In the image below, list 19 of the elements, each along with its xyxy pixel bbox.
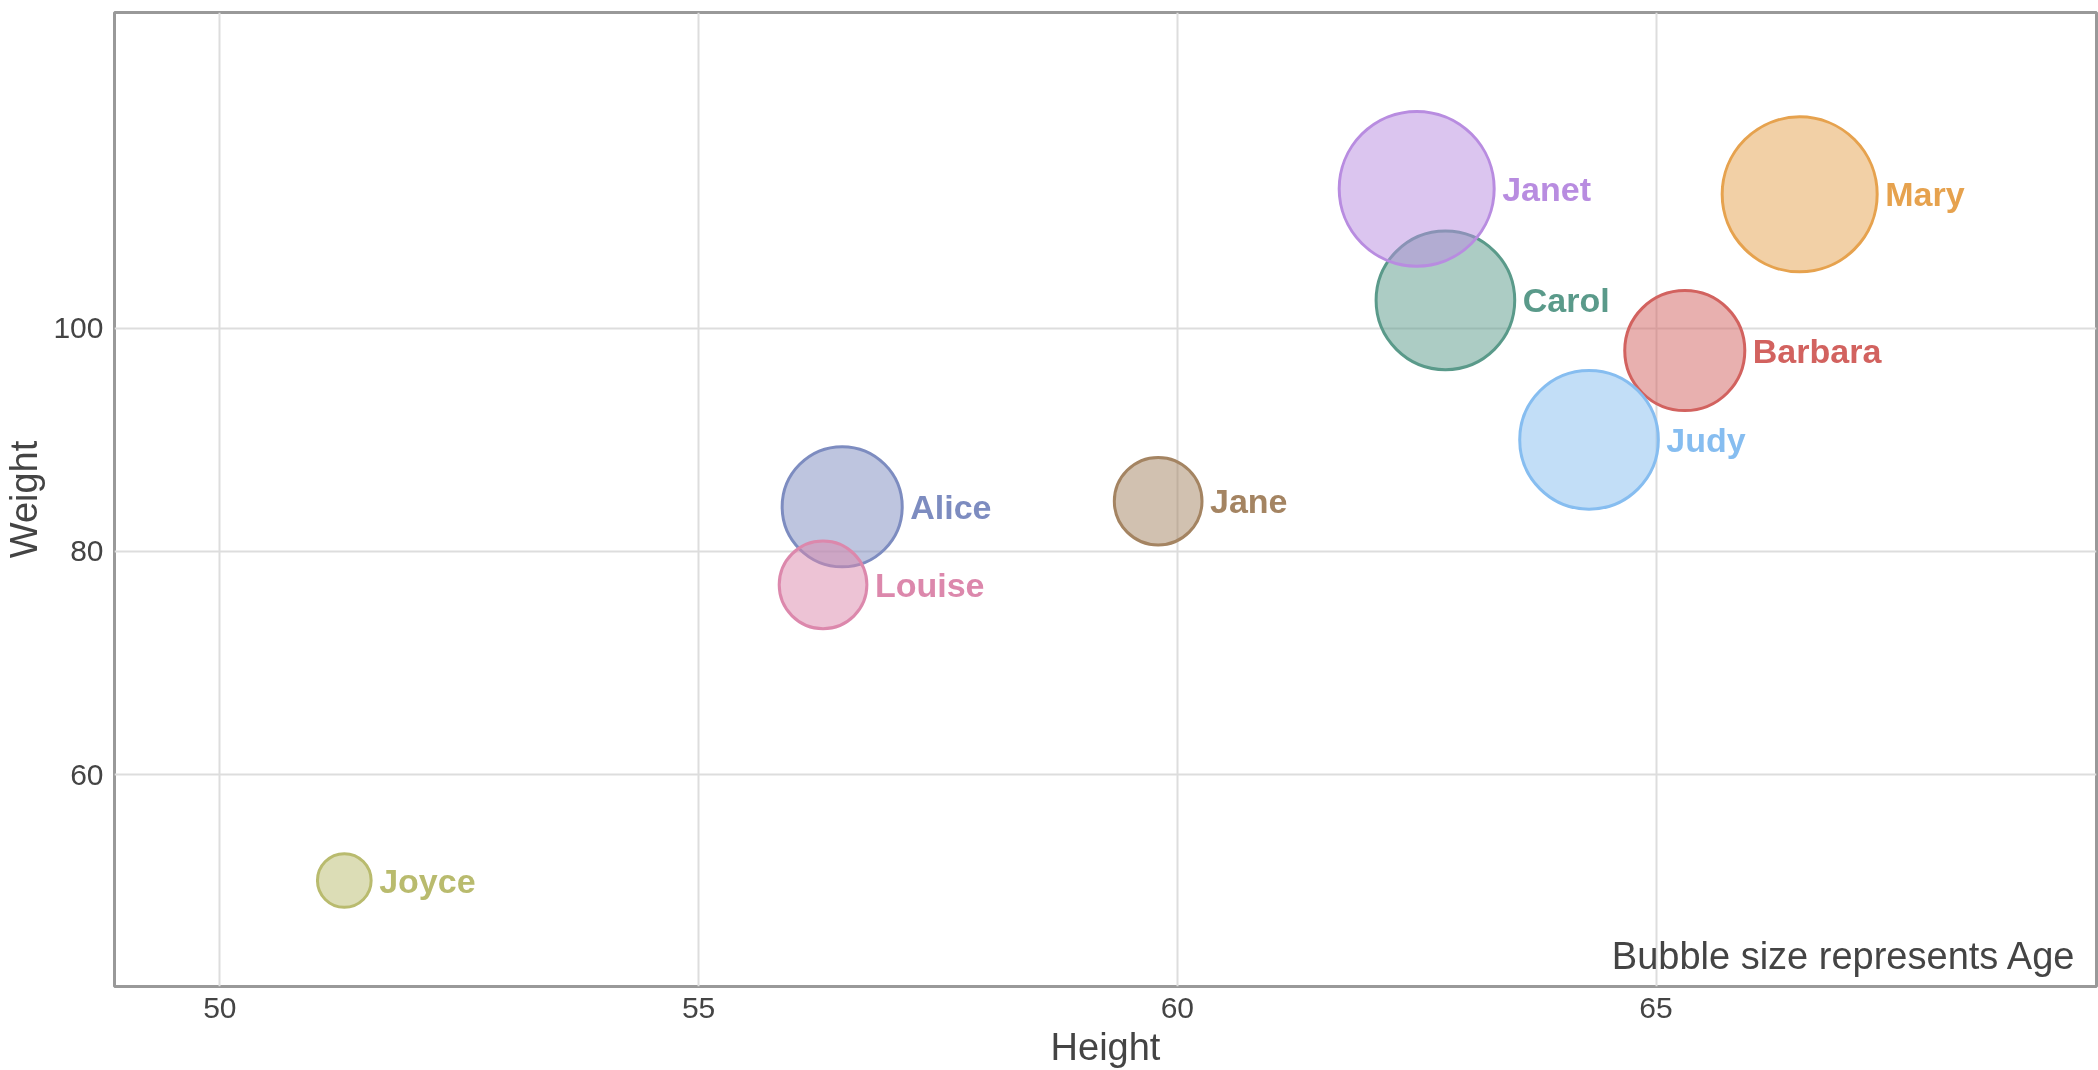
series-label: Louise: [874, 565, 985, 604]
series-label: Alice: [910, 487, 992, 526]
series-label: Barbara: [1752, 331, 1883, 370]
series-label: Jane: [1210, 482, 1288, 521]
x-tick-label: 55: [681, 990, 716, 1024]
x-axis-title: Height: [1050, 1025, 1161, 1068]
y-axis-title: Weight: [3, 440, 46, 559]
series-label: Joyce: [379, 861, 476, 900]
series-label: Mary: [1885, 175, 1965, 214]
x-tick-label: 65: [1639, 990, 1673, 1024]
series-label: Carol: [1522, 281, 1610, 320]
x-tick-label: 50: [203, 990, 237, 1024]
series-label: Janet: [1502, 169, 1592, 208]
y-tick-label: 80: [70, 534, 104, 568]
y-tick-label: 100: [53, 311, 104, 345]
series-label: Judy: [1666, 420, 1746, 459]
x-tick-label: 60: [1160, 990, 1194, 1024]
annotation: Bubble size represents Age: [1611, 934, 2075, 977]
y-tick-label: 60: [70, 757, 104, 791]
